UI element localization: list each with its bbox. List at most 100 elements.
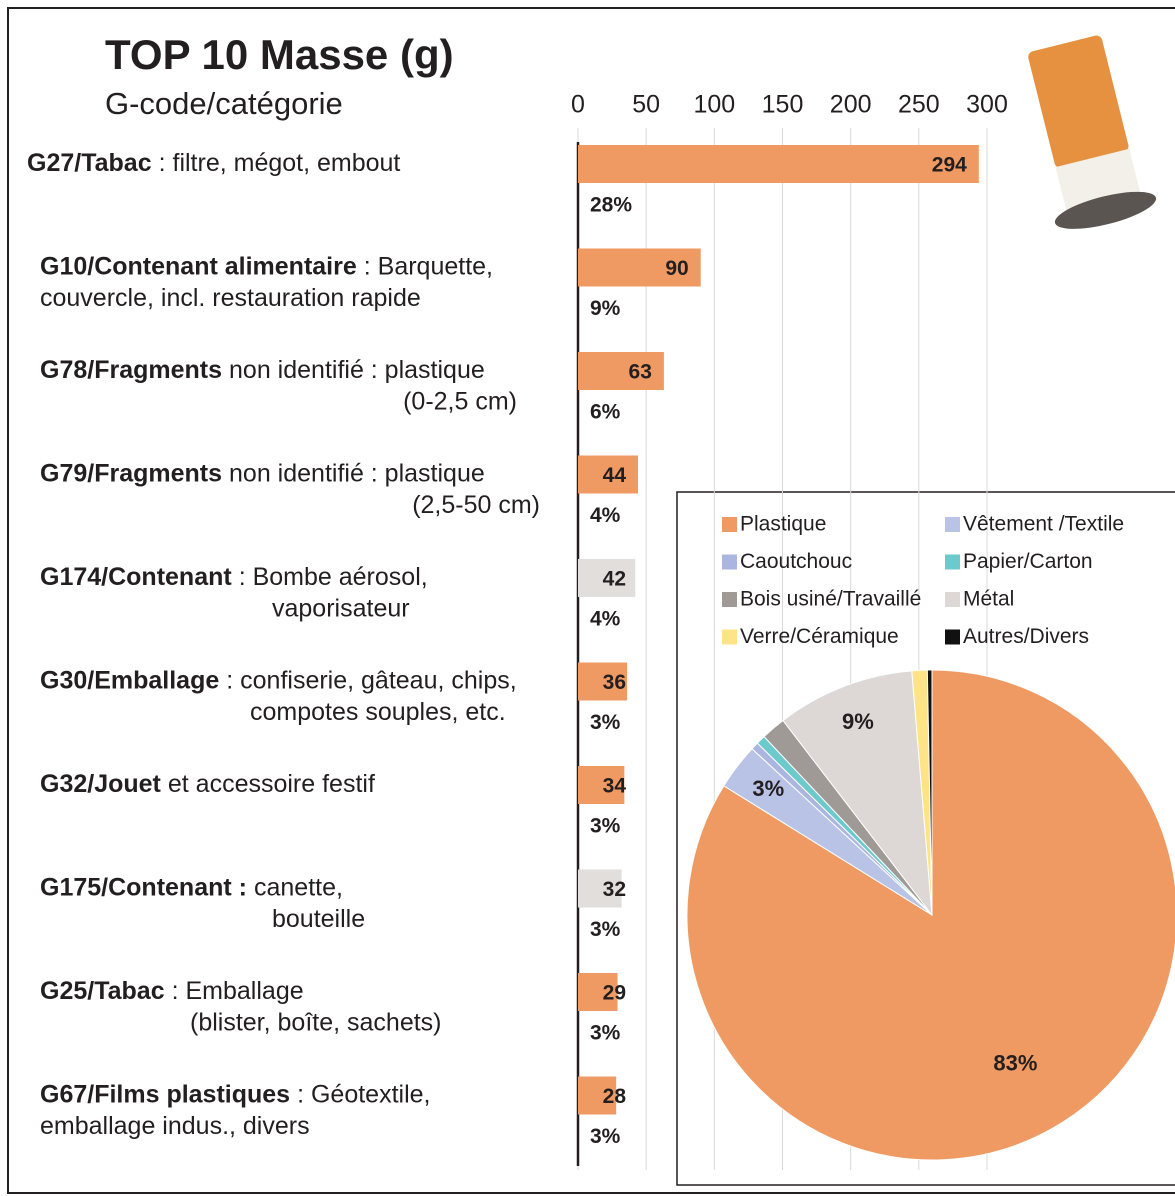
legend-label: Plastique xyxy=(740,513,826,536)
pie-slice xyxy=(782,670,933,917)
axis-label: G-code/catégorie xyxy=(105,86,343,121)
legend-swatch xyxy=(722,592,737,607)
value-label: 32 xyxy=(603,878,626,901)
bar xyxy=(578,145,979,183)
share-label: 4% xyxy=(590,504,621,527)
category-detail: et accessoire festif xyxy=(168,770,375,798)
pie-chart: 83% 3% 9% Plastique Vêtement /Textile Caoutch… xyxy=(686,513,1175,1161)
category-code: G79/Fragments xyxy=(40,459,222,487)
share-label: 28% xyxy=(590,194,632,217)
legend-swatch xyxy=(945,629,960,645)
legend-label: Verre/Céramique xyxy=(740,625,899,648)
share-label: 6% xyxy=(590,401,621,424)
category-detail: (blister, boîte, sachets) xyxy=(190,1009,442,1037)
category-label: G79/Fragments non identifié : plastique xyxy=(40,459,485,487)
value-label: 44 xyxy=(603,464,627,487)
category-label: G174/Contenant: Bombe aérosol, xyxy=(40,563,428,591)
slice-label: 83% xyxy=(993,1051,1037,1076)
legend-label: Vêtement /Textile xyxy=(963,513,1124,536)
share-label: 3% xyxy=(590,711,621,734)
value-label: 90 xyxy=(665,257,688,280)
category-code: G30/Emballage xyxy=(40,666,219,694)
value-label: 63 xyxy=(629,361,652,384)
category-detail: : Géotextile, xyxy=(297,1080,430,1108)
share-label: 3% xyxy=(590,815,621,838)
category-code: G27/Tabac xyxy=(27,149,152,177)
x-tick-label: 300 xyxy=(966,91,1008,119)
bar xyxy=(578,248,701,287)
pie-slice xyxy=(686,669,1175,1161)
x-tick-label: 0 xyxy=(571,91,585,119)
category-label: G32/Jouet et accessoire festif xyxy=(40,770,375,798)
value-label: 36 xyxy=(603,671,626,694)
share-label: 3% xyxy=(590,1125,621,1148)
bar xyxy=(578,662,628,701)
category-code: G174/Contenant xyxy=(40,563,232,591)
value-label: 28 xyxy=(603,1085,627,1108)
bar-chart: 0 50 100 150 200 250 300 294 28% G27/Tabac: filtr… xyxy=(27,91,1008,1170)
legend-label: Métal xyxy=(963,588,1014,611)
legend-label: Bois usiné/Travaillé xyxy=(740,588,921,611)
share-label: 3% xyxy=(590,1022,621,1045)
legend-label: Papier/Carton xyxy=(963,550,1093,573)
category-detail: : Bombe aérosol, xyxy=(239,563,428,591)
legend-label: Caoutchouc xyxy=(740,550,852,573)
bar xyxy=(578,766,625,804)
legend-swatch xyxy=(722,554,737,570)
x-tick-label: 200 xyxy=(830,91,872,119)
category-code: G25/Tabac xyxy=(40,977,165,1005)
x-tick-label: 250 xyxy=(898,91,940,119)
category-detail: non identifié : plastique xyxy=(229,356,485,384)
value-label: 42 xyxy=(603,568,626,591)
share-label: 9% xyxy=(590,297,621,320)
x-tick-label: 150 xyxy=(762,91,804,119)
x-tick-label: 100 xyxy=(693,91,735,119)
category-code: G175/Contenant : xyxy=(40,873,247,901)
value-label: 29 xyxy=(603,982,626,1005)
ash xyxy=(1054,191,1157,229)
category-label: G175/Contenant : canette, xyxy=(40,873,343,901)
legend-swatch xyxy=(722,517,737,532)
bar xyxy=(578,973,618,1011)
filter xyxy=(1028,35,1129,168)
category-detail: non identifié : plastique xyxy=(229,459,485,487)
chart-title: TOP 10 Masse (g) xyxy=(105,31,454,78)
category-label: G78/Fragments non identifié : plastique xyxy=(40,356,485,384)
category-detail: couvercle, incl. restauration rapide xyxy=(40,284,421,312)
bar xyxy=(578,1076,617,1115)
category-code: G10/Contenant alimentaire xyxy=(40,252,357,280)
category-label: G27/Tabac: filtre, mégot, embout xyxy=(27,149,400,177)
category-label: G67/Films plastiques: Géotextile, xyxy=(40,1080,431,1108)
bar xyxy=(578,352,664,390)
legend-swatch xyxy=(945,592,960,607)
category-detail: (2,5-50 cm) xyxy=(412,491,540,519)
bar xyxy=(578,455,638,494)
category-detail: compotes souples, etc. xyxy=(250,698,506,726)
bar xyxy=(578,869,622,908)
category-label: G25/Tabac: Emballage xyxy=(40,977,304,1005)
value-label: 294 xyxy=(932,154,967,177)
legend-swatch xyxy=(722,629,737,645)
share-label: 3% xyxy=(590,918,621,941)
x-tick-label: 50 xyxy=(632,91,660,119)
category-detail: bouteille xyxy=(272,905,365,933)
slice-label: 9% xyxy=(842,709,874,734)
legend-swatch xyxy=(945,517,960,532)
category-detail: vaporisateur xyxy=(272,595,410,623)
frame xyxy=(7,7,1175,1194)
legend-swatch xyxy=(945,554,960,570)
slice-label: 3% xyxy=(752,776,784,801)
share-label: 4% xyxy=(590,608,621,631)
cigarette-illustration xyxy=(1028,35,1157,229)
category-code: G32/Jouet xyxy=(40,770,162,798)
pie-slice xyxy=(926,669,933,916)
category-code: G67/Films plastiques xyxy=(40,1080,290,1108)
bar xyxy=(578,559,636,597)
value-label: 34 xyxy=(603,775,627,798)
category-label: G10/Contenant alimentaire: Barquette, xyxy=(40,252,493,280)
category-label: G30/Emballage: confiserie, gâteau, chips… xyxy=(40,666,517,694)
category-detail: emballage indus., divers xyxy=(40,1112,310,1140)
category-detail: : filtre, mégot, embout xyxy=(159,149,401,177)
category-detail: : confiserie, gâteau, chips, xyxy=(226,666,516,694)
